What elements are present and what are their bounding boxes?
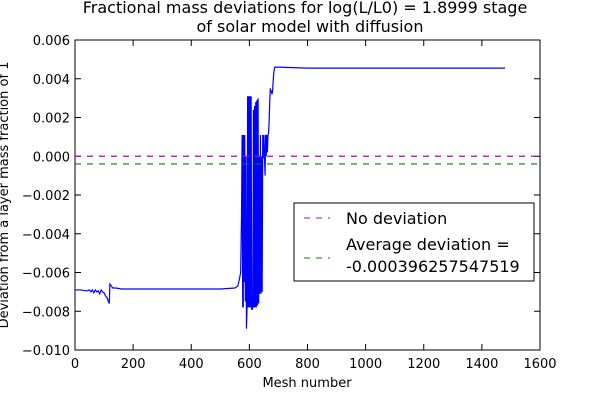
plot-frame <box>74 39 541 351</box>
plot-area <box>74 39 541 351</box>
legend-label-average-line1: Average deviation = <box>346 235 510 254</box>
x-tick-label: 1400 <box>465 357 498 372</box>
chart-title: Fractional mass deviations for log(L/L0)… <box>83 0 528 17</box>
series-line-mass-deviation <box>75 66 506 329</box>
legend: No deviation Average deviation = -0.0003… <box>293 202 535 282</box>
y-tick-label: −0.004 <box>22 228 70 243</box>
legend-label-average-line2: -0.000396257547519 <box>346 257 520 276</box>
x-tick-label: 600 <box>237 357 262 372</box>
x-tick-label: 800 <box>295 357 320 372</box>
x-tick-label: 200 <box>121 357 146 372</box>
y-tick-label: 0.004 <box>33 73 70 88</box>
x-tick-label: 1000 <box>349 357 382 372</box>
series-layer <box>75 66 540 329</box>
x-tick-label: 0 <box>71 357 79 372</box>
y-tick-label: 0.006 <box>33 34 70 49</box>
x-tick-label: 400 <box>179 357 204 372</box>
x-axis-label: Mesh number <box>262 376 352 391</box>
y-tick-label: −0.002 <box>22 189 70 204</box>
axis-ticks: 0 200 400 600 800 1000 1200 1400 1600 0.006 0.004 0… <box>22 34 557 372</box>
y-tick-label: −0.008 <box>22 305 70 320</box>
legend-frame <box>293 202 535 282</box>
x-tick-label: 1200 <box>407 357 440 372</box>
y-tick-label: 0.000 <box>33 150 70 165</box>
legend-label-no-deviation: No deviation <box>346 209 447 228</box>
y-tick-label: 0.002 <box>33 112 70 127</box>
y-tick-label: −0.010 <box>22 344 70 359</box>
y-tick-label: −0.006 <box>22 267 70 282</box>
x-tick-label: 1600 <box>523 357 556 372</box>
chart-title-line2: of solar model with diffusion <box>197 17 424 36</box>
y-axis-label: Deviation from a layer mass fraction of … <box>0 62 12 329</box>
